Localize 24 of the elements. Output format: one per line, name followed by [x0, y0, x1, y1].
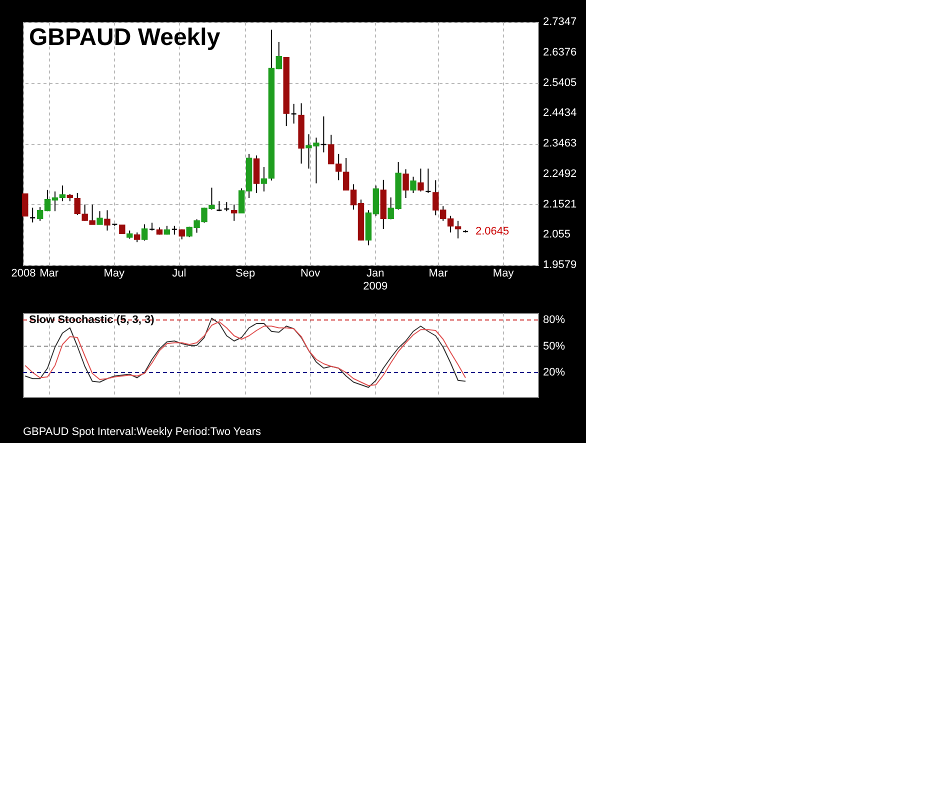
y-tick-label: 80% [543, 314, 566, 326]
annotation: 2.0645 [475, 226, 510, 238]
y-tick-label: 2.3463 [543, 138, 577, 150]
y-tick-label: 2.1521 [543, 198, 577, 210]
y-tick-label: 2.4434 [543, 107, 577, 120]
y-tick-label: 2.2492 [543, 168, 577, 180]
x-tick-label: Mar [428, 268, 448, 280]
y-tick-label: 50% [543, 340, 566, 352]
y-tick-label: 20% [543, 366, 566, 378]
y-tick-label: 2.6376 [543, 46, 577, 58]
x-tick-label: 2008 [11, 268, 36, 280]
x-tick-label: May [104, 268, 126, 280]
text: GBPAUD Spot Interval:Weekly Period:Two Years [23, 426, 262, 438]
y-tick-label: 2.055 [543, 228, 571, 241]
x-tick-label: Mar [40, 268, 59, 280]
x-tick-label: May [492, 268, 514, 280]
x-tick-label: Sep [235, 268, 256, 280]
y-tick-label: 1.9579 [543, 259, 577, 271]
x-tick-label: Nov [300, 268, 321, 280]
x-tick-label: Jan 2009 [363, 268, 388, 292]
chart-title: GBPAUD Weekly [29, 24, 221, 51]
y-tick-label: 2.5405 [543, 76, 577, 89]
x-tick-label: Jul [172, 268, 186, 280]
y-tick-label: 2.7347 [543, 16, 577, 28]
